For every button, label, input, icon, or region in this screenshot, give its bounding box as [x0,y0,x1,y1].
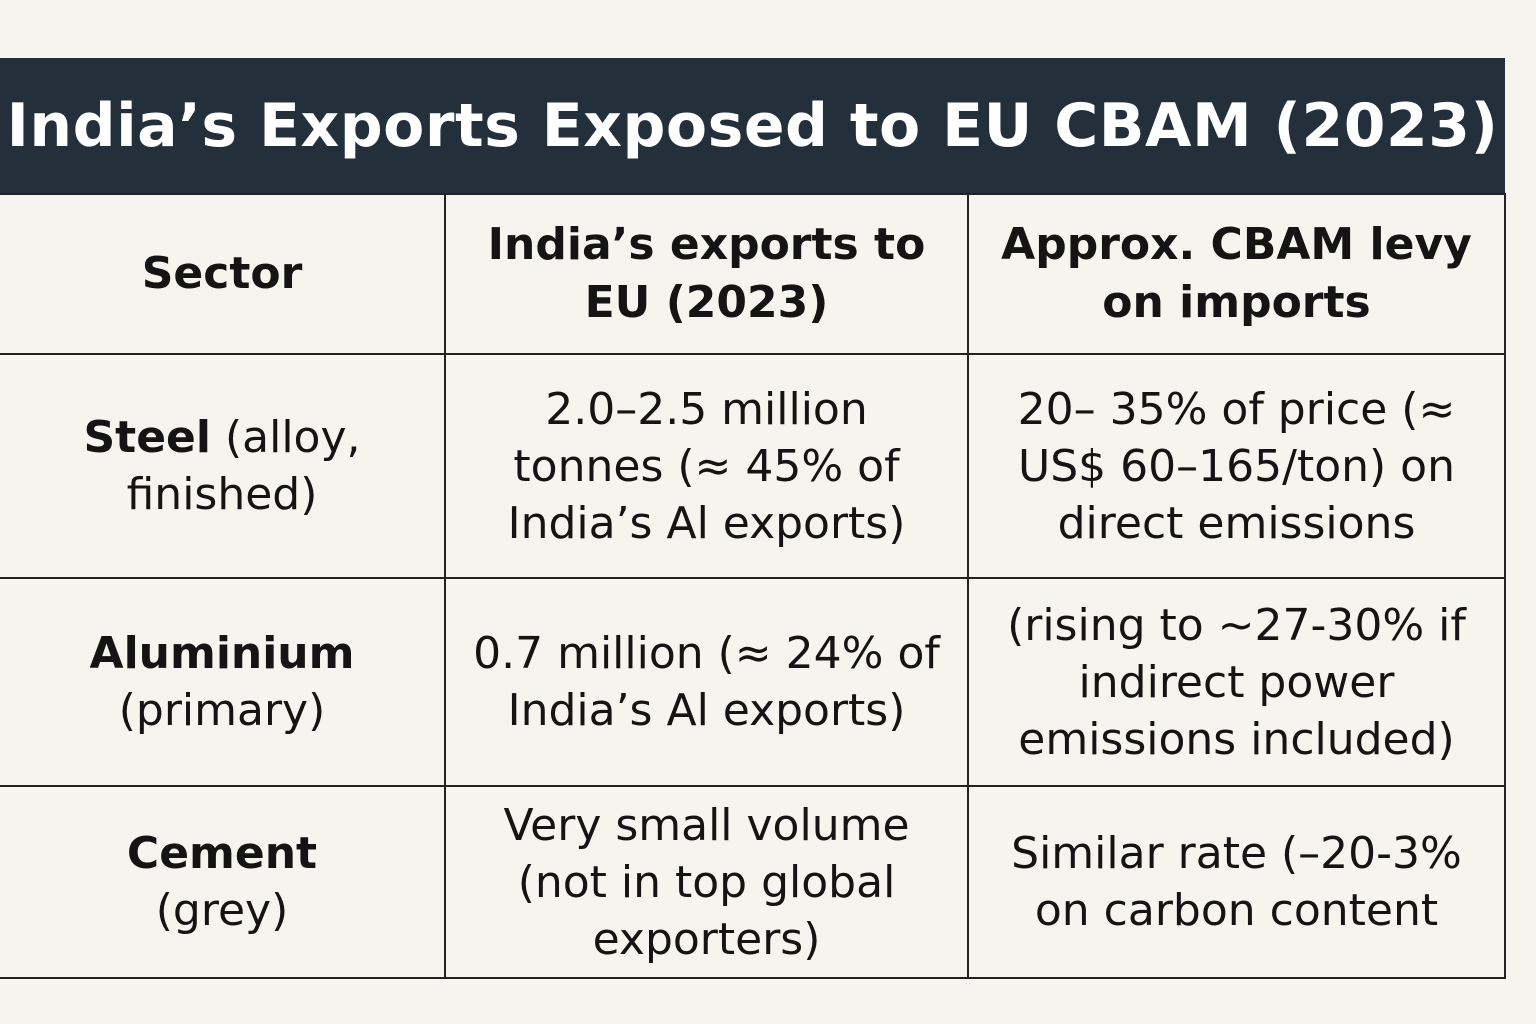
table-row: Aluminium (primary) 0.7 million (≈ 24% of… [0,577,1506,787]
sector-cell: Steel (alloy, finished) [0,353,446,579]
sector-detail: (grey) [155,885,289,936]
levy-cell: (rising to ~27-30% if indirect power emi… [967,577,1506,787]
exports-cell: 0.7 million (≈ 24% of India’s Al exports… [444,577,969,787]
exports-cell: Very small volume (not in top global exp… [444,785,969,979]
sector-detail: (alloy, finished) [126,412,361,520]
levy-cell: Similar rate (–20-3% on carbon content [967,785,1506,979]
sector-name: Aluminium [89,628,355,679]
sector-name: Steel [83,412,211,463]
exports-cell: 2.0–2.5 million tonnes (≈ 45% of India’s… [444,353,969,579]
sector-cell: Aluminium (primary) [0,577,446,787]
sector-name: Cement [126,828,318,879]
levy-cell: 20– 35% of price (≈ US$ 60–165/ton) on d… [967,353,1506,579]
header-sector: Sector [0,193,446,355]
header-exports: India’s exports to EU (2023) [444,193,969,355]
cbam-exposure-table: Sector India’s exports to EU (2023) Appr… [0,193,1506,979]
table-title: India’s Exports Exposed to EU CBAM (2023… [0,58,1505,193]
table-row: Cement (grey) Very small volume (not in t… [0,785,1506,979]
header-levy: Approx. CBAM levy on imports [967,193,1506,355]
header-row: Sector India’s exports to EU (2023) Appr… [0,193,1506,355]
table-row: Steel (alloy, finished) 2.0–2.5 million … [0,353,1506,579]
sector-detail: (primary) [118,685,326,736]
sector-cell: Cement (grey) [0,785,446,979]
cbam-table-figure: India’s Exports Exposed to EU CBAM (2023… [0,58,1506,979]
